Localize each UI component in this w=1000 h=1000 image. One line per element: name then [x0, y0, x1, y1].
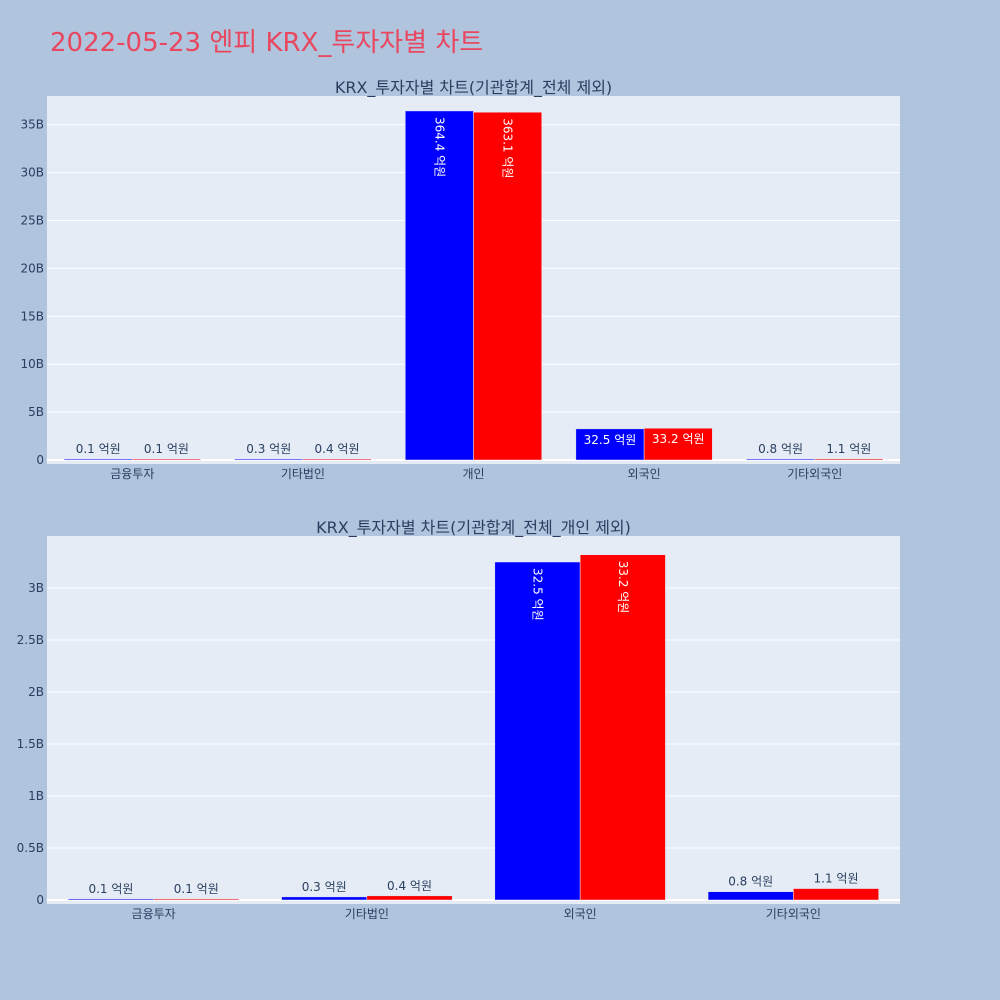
y-tick-label: 2B: [28, 685, 44, 699]
bar: [68, 898, 154, 901]
y-tick-label: 10B: [20, 357, 44, 371]
data-label: 0.3 억원: [302, 880, 347, 894]
data-label: 0.8 억원: [728, 875, 773, 889]
bar: [153, 898, 240, 901]
plot-area: [47, 536, 900, 904]
x-tick-label: 개인: [462, 467, 484, 481]
y-tick-label: 2.5B: [17, 633, 44, 647]
y-tick-label: 3B: [28, 581, 44, 595]
bar: [643, 427, 713, 461]
data-label: 0.1 억원: [144, 442, 189, 456]
y-tick-label: 0: [36, 453, 44, 467]
x-tick-label: 외국인: [628, 467, 661, 481]
data-label: 33.2 억원: [616, 561, 630, 614]
x-tick-label: 금융투자: [132, 907, 176, 921]
data-label: 0.1 억원: [76, 442, 121, 456]
x-tick-label: 기타외국인: [766, 907, 821, 921]
data-label: 32.5 억원: [530, 568, 544, 621]
data-label: 0.1 억원: [174, 882, 219, 896]
y-tick-label: 25B: [20, 214, 44, 228]
bar: [405, 110, 474, 461]
data-label: 0.1 억원: [88, 882, 133, 896]
data-label: 363.1 억원: [501, 118, 515, 178]
data-label: 364.4 억원: [432, 117, 446, 177]
data-label: 32.5 억원: [584, 433, 637, 447]
x-tick-label: 외국인: [564, 907, 597, 921]
x-tick-label: 기타법인: [281, 467, 325, 481]
data-label: 1.1 억원: [814, 872, 859, 886]
bar: [814, 458, 884, 461]
bar: [63, 458, 133, 461]
y-tick-label: 15B: [20, 309, 44, 323]
page-title: 2022-05-23 엔피 KRX_투자자별 차트: [50, 28, 484, 58]
bar: [473, 111, 542, 461]
bar: [366, 895, 453, 901]
y-tick-label: 35B: [20, 118, 44, 132]
bar: [234, 458, 304, 461]
bar: [494, 561, 581, 901]
bar: [281, 896, 368, 901]
data-label: 0.3 억원: [246, 442, 291, 456]
bar: [302, 458, 372, 461]
y-tick-label: 30B: [20, 166, 44, 180]
x-tick-label: 기타법인: [345, 907, 389, 921]
y-tick-label: 1B: [28, 789, 44, 803]
bar: [793, 888, 879, 901]
y-tick-label: 20B: [20, 261, 44, 275]
chart-title: KRX_투자자별 차트(기관합계_전체 제외): [335, 78, 612, 98]
chart-bottom: KRX_투자자별 차트(기관합계_전체_개인 제외) 0 0.5B 1B 1.5B 2B 2…: [17, 518, 900, 921]
data-label: 0.4 억원: [315, 442, 360, 456]
bar: [707, 891, 794, 901]
chart-top: KRX_투자자별 차트(기관합계_전체 제외) 0 5B 10B 15B 20B 25B 30…: [20, 78, 900, 481]
data-label: 1.1 억원: [826, 442, 871, 456]
y-tick-label: 5B: [28, 405, 44, 419]
data-label: 0.8 억원: [758, 442, 803, 456]
y-tick-label: 0: [36, 893, 44, 907]
y-tick-label: 0.5B: [17, 841, 44, 855]
y-tick-label: 1.5B: [17, 737, 44, 751]
chart-title: KRX_투자자별 차트(기관합계_전체_개인 제외): [316, 518, 631, 538]
bar: [746, 458, 815, 461]
bar: [579, 554, 666, 901]
bar: [575, 428, 645, 461]
data-label: 33.2 억원: [652, 432, 705, 446]
x-tick-label: 금융투자: [110, 467, 154, 481]
bar: [132, 458, 201, 461]
data-label: 0.4 억원: [387, 879, 432, 893]
x-tick-label: 기타외국인: [787, 467, 842, 481]
